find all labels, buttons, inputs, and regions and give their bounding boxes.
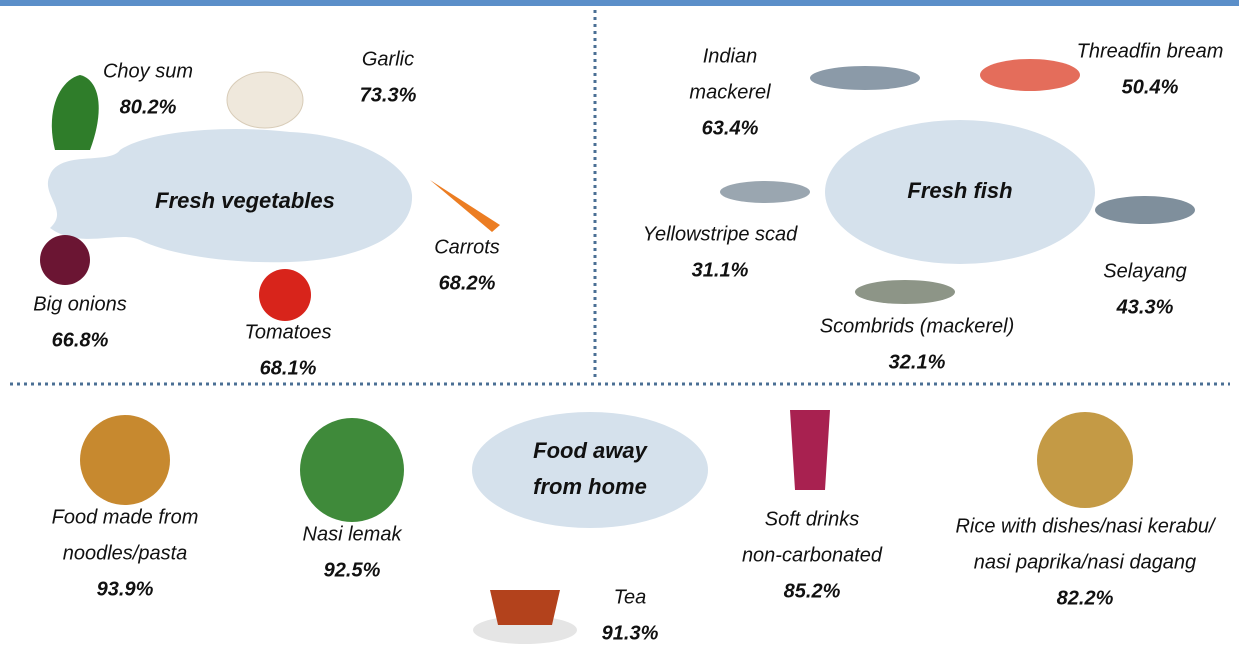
item-percent: 66.8% [52,329,109,351]
item-percent: 73.3% [360,84,417,106]
item-percent: 80.2% [120,96,177,118]
icons [40,59,1195,644]
item-percent: 91.3% [602,622,659,644]
item-name: mackerel [689,81,771,103]
bream-icon [980,59,1080,91]
item-percent: 85.2% [784,580,841,602]
tomato-icon [259,269,311,321]
item-name: Tomatoes [244,321,331,343]
item-name: Indian [703,45,758,67]
noodle-icon [80,415,170,505]
item-name: Tea [614,586,647,608]
item-percent: 93.9% [97,578,154,600]
choy-sum-icon [51,75,99,150]
scombrid-icon [855,280,955,304]
drink-icon [790,410,830,490]
item-name: Soft drinks [765,508,859,530]
item-name: Threadfin bream [1077,40,1224,62]
item-percent: 68.1% [260,357,317,379]
item-percent: 31.1% [692,259,749,281]
mackerel-icon [810,66,920,90]
section-title: Fresh vegetables [155,188,335,213]
item-percent: 32.1% [889,351,946,373]
nasi-lemak-icon [300,418,404,522]
item-name: non-carbonated [742,544,883,566]
item-name: Yellowstripe scad [643,223,798,245]
carrot-icon [430,180,500,232]
tea-cup-icon [490,590,560,625]
section-title: Food away [533,438,648,463]
food-away-blob [472,412,708,528]
item-name: Rice with dishes/nasi kerabu/ [955,515,1216,537]
item-name: Selayang [1103,260,1186,282]
garlic-icon [226,71,304,129]
item-name: noodles/pasta [63,542,188,564]
vegetables-blob [47,129,413,263]
item-name: Carrots [434,236,500,258]
item-name: Choy sum [103,60,193,82]
item-percent: 82.2% [1057,587,1114,609]
selayang-icon [1095,196,1195,224]
item-percent: 63.4% [702,117,759,139]
scad-icon [720,181,810,203]
item-percent: 92.5% [324,559,381,581]
onion-icon [40,235,90,285]
item-percent: 68.2% [439,272,496,294]
rice-icon [1037,412,1133,508]
item-percent: 50.4% [1122,76,1179,98]
item-name: Food made from [52,506,199,528]
item-percent: 43.3% [1116,296,1174,318]
item-name: Scombrids (mackerel) [820,315,1014,337]
section-title: Fresh fish [907,178,1012,203]
item-name: Garlic [362,48,414,70]
section-title: from home [533,474,647,499]
item-name: Big onions [33,293,126,315]
top-bar [0,0,1239,6]
item-name: nasi paprika/nasi dagang [974,551,1196,573]
fish-blob [825,120,1095,264]
item-name: Nasi lemak [303,523,403,545]
